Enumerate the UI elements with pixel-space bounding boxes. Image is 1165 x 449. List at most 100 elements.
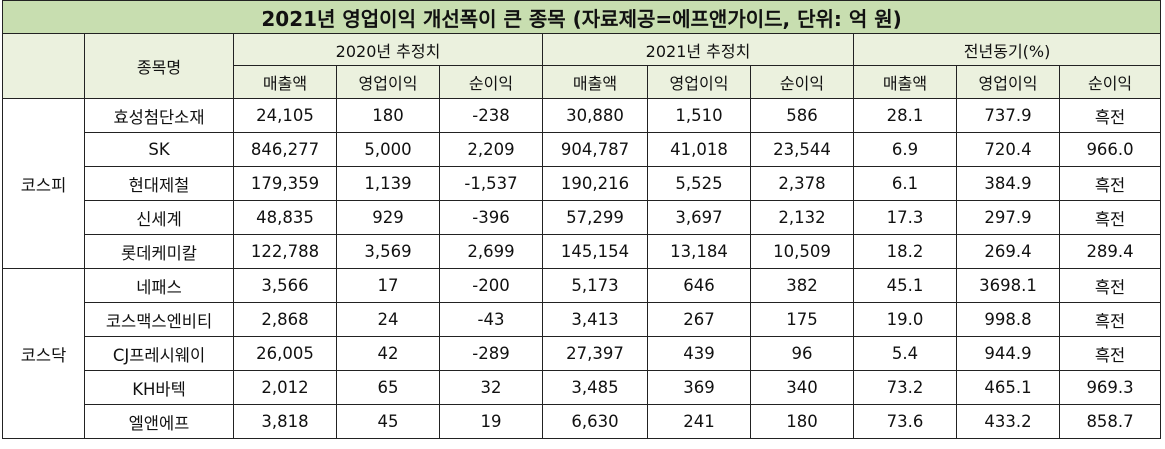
stock-name: SK xyxy=(84,132,234,167)
data-cell: 17 xyxy=(336,268,440,303)
data-cell: 30,880 xyxy=(542,98,648,133)
subheader-revenue: 매출액 xyxy=(233,65,337,99)
data-cell: 27,397 xyxy=(542,336,648,371)
data-cell: -43 xyxy=(439,302,543,337)
stock-name: KH바텍 xyxy=(84,370,234,405)
stock-name: 효성첨단소재 xyxy=(84,98,234,133)
table-row: 엘앤에프 3,818 45 19 6,630 241 180 73.6 433.2 858.7 xyxy=(3,404,1162,439)
group-header-yoy: 전년동기(%) xyxy=(852,33,1162,66)
data-cell: 289.4 xyxy=(1058,234,1162,269)
data-cell: 269.4 xyxy=(956,234,1060,269)
data-cell: 267 xyxy=(647,302,751,337)
data-cell: 5,525 xyxy=(647,166,751,201)
data-cell: -289 xyxy=(439,336,543,371)
data-cell: 흑전 xyxy=(1058,200,1162,235)
data-cell: 382 xyxy=(750,268,854,303)
table-row: 코스피 효성첨단소재 24,105 180 -238 30,880 1,510 586 28.1… xyxy=(2,98,1162,269)
data-cell: 586 xyxy=(750,98,854,133)
data-cell: 846,277 xyxy=(233,132,337,167)
data-cell: 2,209 xyxy=(439,132,543,167)
data-cell: 24 xyxy=(336,302,440,337)
subheader-revenue: 매출액 xyxy=(853,65,957,99)
data-cell: -1,537 xyxy=(439,166,543,201)
table-row: KH바텍 2,012 65 32 3,485 369 340 73.2 465.1 969.3 xyxy=(3,370,1162,405)
data-cell: 180 xyxy=(336,98,440,133)
data-cell: 2,868 xyxy=(233,302,337,337)
data-cell: 96 xyxy=(750,336,854,371)
data-cell: 28.1 xyxy=(853,98,957,133)
stock-name: CJ프레시웨이 xyxy=(84,336,234,371)
data-cell: 737.9 xyxy=(956,98,1060,133)
data-cell: 145,154 xyxy=(542,234,648,269)
subheader-net-income: 순이익 xyxy=(1058,65,1162,99)
subheader-net-income: 순이익 xyxy=(439,65,543,99)
stock-name: 코스맥스엔비티 xyxy=(84,302,234,337)
data-cell: 3,569 xyxy=(336,234,440,269)
data-cell: 흑전 xyxy=(1058,336,1162,371)
data-cell: 45.1 xyxy=(853,268,957,303)
data-cell: 720.4 xyxy=(956,132,1060,167)
data-cell: 3,566 xyxy=(233,268,337,303)
table-title: 2021년 영업이익 개선폭이 큰 종목 (자료제공=에프앤가이드, 단위: 억… xyxy=(1,0,1162,34)
table-row: SK 846,277 5,000 2,209 904,787 41,018 23,544 6.… xyxy=(3,132,1162,167)
data-cell: 929 xyxy=(336,200,440,235)
data-cell: 1,139 xyxy=(336,166,440,201)
stock-name: 엘앤에프 xyxy=(84,404,234,439)
data-cell: 10,509 xyxy=(750,234,854,269)
table-row: 신세계 48,835 929 -396 57,299 3,697 2,132 17.3 297.… xyxy=(3,200,1162,235)
data-cell: 57,299 xyxy=(542,200,648,235)
data-cell: 19 xyxy=(439,404,543,439)
table-row: 코스닥 네패스 3,566 17 -200 5,173 646 382 45.1 3698.1 흑전 xyxy=(2,268,1162,439)
subheader-operating-profit: 영업이익 xyxy=(336,65,440,99)
table-row: 롯데케미칼 122,788 3,569 2,699 145,154 13,184 10,50… xyxy=(3,234,1162,269)
data-cell: 6.9 xyxy=(853,132,957,167)
table-row: 코스맥스엔비티 2,868 24 -43 3,413 267 175 19.0 998.8 흑전 xyxy=(3,302,1162,337)
data-cell: 41,018 xyxy=(647,132,751,167)
data-cell: 2,132 xyxy=(750,200,854,235)
data-cell: 944.9 xyxy=(956,336,1060,371)
data-cell: 45 xyxy=(336,404,440,439)
data-cell: 흑전 xyxy=(1058,268,1162,303)
subheader-operating-profit: 영업이익 xyxy=(956,65,1060,99)
data-cell: 175 xyxy=(750,302,854,337)
data-cell: 858.7 xyxy=(1058,404,1162,439)
data-cell: 5,000 xyxy=(336,132,440,167)
data-cell: 966.0 xyxy=(1058,132,1162,167)
data-cell: 48,835 xyxy=(233,200,337,235)
data-cell: 2,378 xyxy=(750,166,854,201)
data-cell: 3,485 xyxy=(542,370,648,405)
data-cell: 190,216 xyxy=(542,166,648,201)
subheader-operating-profit: 영업이익 xyxy=(647,65,751,99)
market-label: 코스피 xyxy=(2,98,85,269)
data-cell: 흑전 xyxy=(1058,302,1162,337)
data-cell: 13,184 xyxy=(647,234,751,269)
data-cell: 23,544 xyxy=(750,132,854,167)
data-cell: 2,699 xyxy=(439,234,543,269)
data-cell: -200 xyxy=(439,268,543,303)
data-cell: 42 xyxy=(336,336,440,371)
table-row: 현대제철 179,359 1,139 -1,537 190,216 5,525 2,378 6… xyxy=(3,166,1162,201)
data-cell: 340 xyxy=(750,370,854,405)
data-cell: 3,818 xyxy=(233,404,337,439)
data-cell: 904,787 xyxy=(542,132,648,167)
data-cell: 1,510 xyxy=(647,98,751,133)
table-row: CJ프레시웨이 26,005 42 -289 27,397 439 96 5.4 944.9 흑전 xyxy=(3,336,1162,371)
stock-name: 현대제철 xyxy=(84,166,234,201)
data-cell: 73.2 xyxy=(853,370,957,405)
data-cell: 6,630 xyxy=(542,404,648,439)
data-cell: -396 xyxy=(439,200,543,235)
data-cell: 32 xyxy=(439,370,543,405)
data-cell: 흑전 xyxy=(1058,166,1162,201)
data-cell: 17.3 xyxy=(853,200,957,235)
data-cell: 241 xyxy=(647,404,751,439)
data-cell: 6.1 xyxy=(853,166,957,201)
data-cell: 5.4 xyxy=(853,336,957,371)
earnings-table: 2021년 영업이익 개선폭이 큰 종목 (자료제공=에프앤가이드, 단위: 억… xyxy=(1,0,1162,439)
group-header-2021: 2021년 추정치 xyxy=(542,33,854,66)
data-cell: 흑전 xyxy=(1058,98,1162,133)
data-cell: 998.8 xyxy=(956,302,1060,337)
data-cell: 3,697 xyxy=(647,200,751,235)
data-cell: 65 xyxy=(336,370,440,405)
group-header-2020: 2020년 추정치 xyxy=(233,33,543,66)
data-cell: 3,413 xyxy=(542,302,648,337)
